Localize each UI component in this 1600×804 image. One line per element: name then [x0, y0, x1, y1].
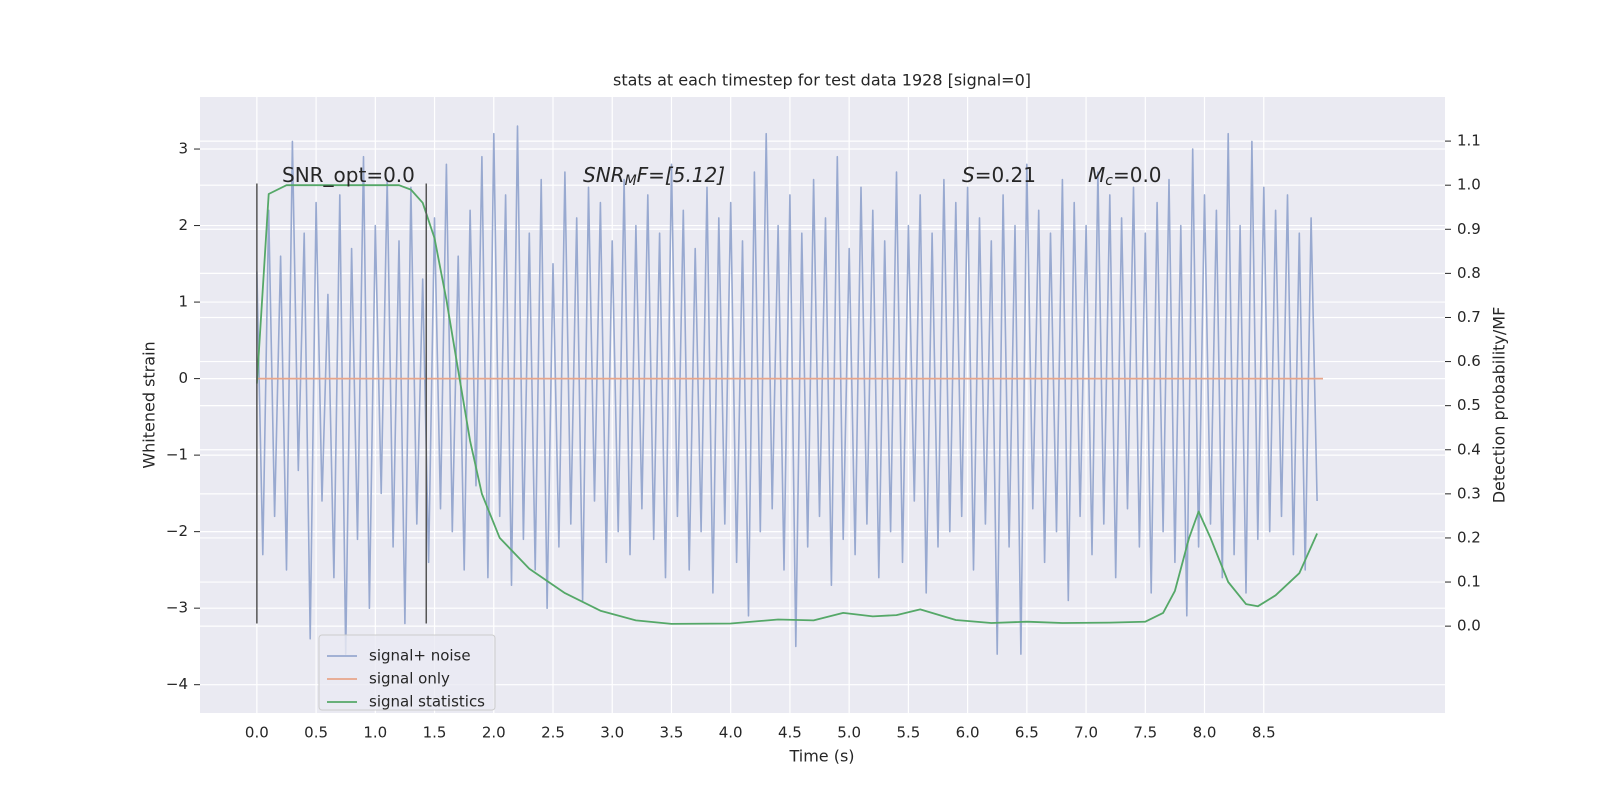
- legend-label: signal+ noise: [369, 647, 471, 665]
- annotation-text: F=[5.12]: [637, 163, 725, 187]
- legend-label: signal statistics: [369, 693, 485, 711]
- annotation-text: =0.21: [975, 163, 1036, 187]
- annotation-subscript: M: [625, 173, 637, 189]
- x-tick-label: 6.5: [1015, 724, 1039, 742]
- x-tick-label: 7.0: [1074, 724, 1098, 742]
- annotation: SNRMF=[5.12]: [583, 163, 725, 190]
- y-tick-label: −1: [166, 446, 188, 464]
- y2-tick-label: 0.6: [1457, 352, 1481, 370]
- series-line: [256, 125, 1318, 655]
- y2-tick-label: 1.0: [1457, 176, 1481, 194]
- y-tick-label: −2: [166, 522, 188, 540]
- y2-axis-label: Detection probability/MF: [1490, 307, 1509, 504]
- legend-label: signal only: [369, 670, 450, 688]
- x-tick-label: 8.0: [1193, 724, 1217, 742]
- annotation-text: M: [1088, 163, 1105, 187]
- annotation-text: SNR: [583, 163, 625, 187]
- x-tick-label: 4.0: [719, 724, 743, 742]
- x-tick-label: 8.5: [1252, 724, 1276, 742]
- chart-title: stats at each timestep for test data 192…: [613, 71, 1031, 90]
- legend: signal+ noise signal only signal statistic…: [318, 634, 496, 711]
- series-line: [256, 184, 1318, 625]
- legend-frame: [318, 634, 496, 711]
- annotation-text: =0.0: [1113, 163, 1162, 187]
- y-tick-label: 1: [178, 293, 188, 311]
- x-tick-label: 2.5: [541, 724, 565, 742]
- y2-tick-label: 1.1: [1457, 132, 1481, 150]
- y2-tick-label: 0.1: [1457, 573, 1481, 591]
- y-tick-label: 2: [178, 216, 188, 234]
- x-tick-label: 3.0: [600, 724, 624, 742]
- x-tick-label: 3.5: [660, 724, 684, 742]
- x-tick-label: 5.5: [896, 724, 920, 742]
- y-tick-label: 3: [178, 140, 188, 158]
- x-tick-label: 5.0: [837, 724, 861, 742]
- annotation: Mc=0.0: [1088, 163, 1162, 190]
- y2-tick-label: 0.0: [1457, 617, 1481, 635]
- x-tick-label: 0.0: [245, 724, 269, 742]
- x-tick-label: 0.5: [304, 724, 328, 742]
- y2-tick-label: 0.9: [1457, 220, 1481, 238]
- x-tick-label: 2.0: [482, 724, 506, 742]
- annotation: S=0.21: [962, 163, 1036, 187]
- x-tick-label: 7.5: [1133, 724, 1157, 742]
- x-tick-label: 6.0: [956, 724, 980, 742]
- y-tick-label: 0: [178, 369, 188, 387]
- annotation-subscript: c: [1105, 173, 1113, 189]
- annotation-text: SNR_opt=0.0: [282, 163, 415, 187]
- y2-tick-label: 0.4: [1457, 440, 1481, 458]
- y-tick-label: −3: [166, 599, 188, 617]
- x-axis-label: Time (s): [788, 747, 854, 766]
- y2-tick-label: 0.2: [1457, 528, 1481, 546]
- y2-tick-label: 0.5: [1457, 396, 1481, 414]
- annotation: SNR_opt=0.0: [282, 163, 415, 187]
- annotation-text: S: [962, 163, 975, 187]
- y-axis-label: Whitened strain: [140, 341, 159, 468]
- x-tick-label: 4.5: [778, 724, 802, 742]
- y2-tick-label: 0.7: [1457, 308, 1481, 326]
- x-tick-label: 1.5: [423, 724, 447, 742]
- y2-tick-label: 0.8: [1457, 264, 1481, 282]
- y2-tick-label: 0.3: [1457, 484, 1481, 502]
- x-tick-label: 1.0: [363, 724, 387, 742]
- y-tick-label: −4: [166, 675, 188, 693]
